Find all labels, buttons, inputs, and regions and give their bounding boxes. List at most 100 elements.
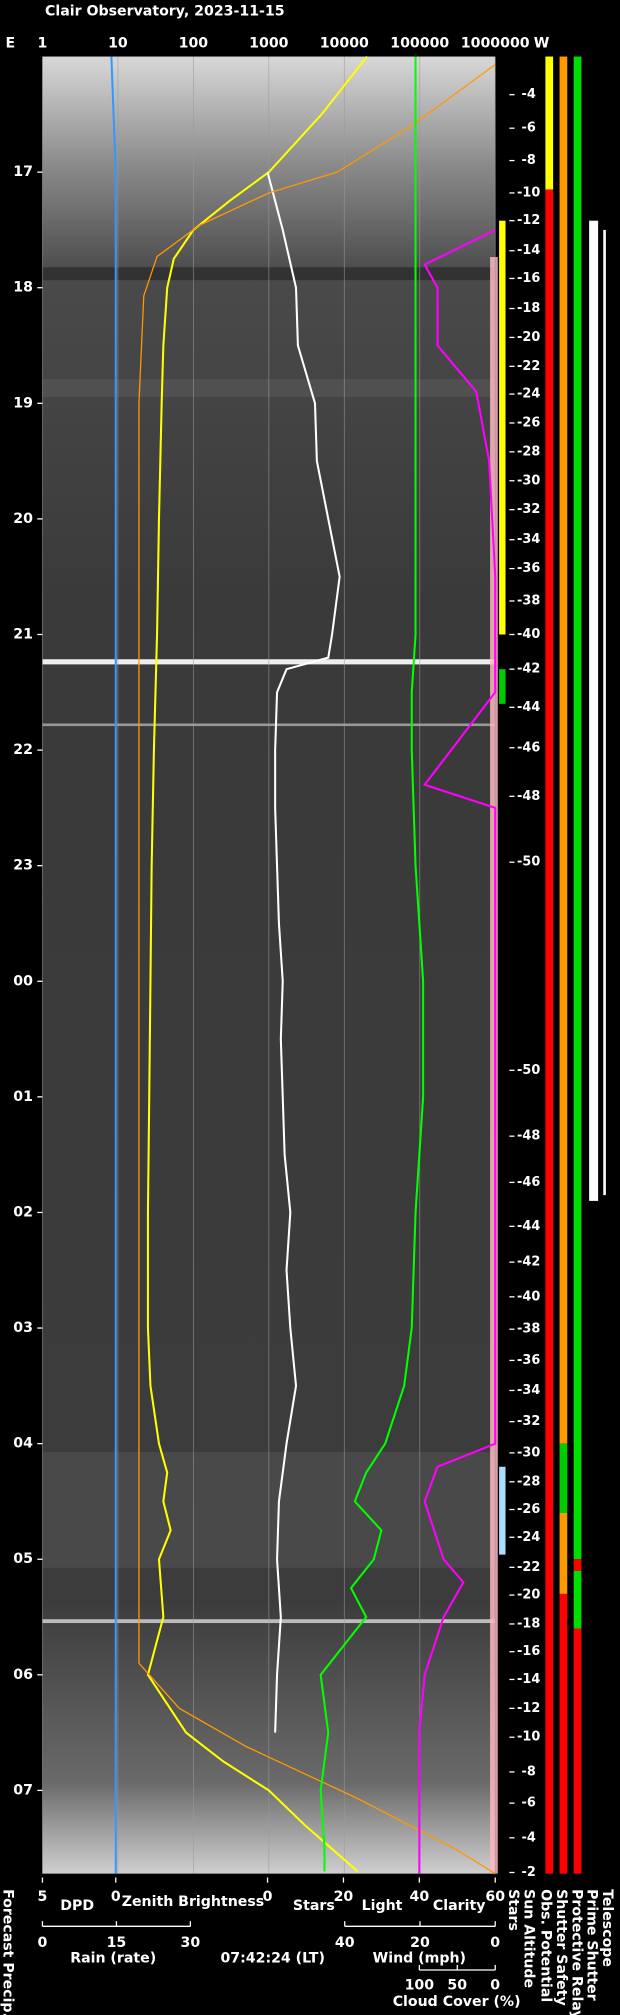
y-tick-label: 19 bbox=[13, 395, 33, 411]
axis-tick-label: 40 bbox=[335, 1935, 355, 1951]
legend-label: DPD bbox=[60, 1898, 94, 1914]
sun-altitude-label: -26 bbox=[517, 415, 540, 430]
x-tick-label: 1000 bbox=[249, 36, 289, 52]
sun-altitude-label: -32 bbox=[517, 1414, 540, 1429]
sun-altitude-label: -38 bbox=[517, 1322, 540, 1337]
sun-altitude-label: -14 bbox=[517, 1672, 540, 1687]
status-segment bbox=[573, 56, 582, 1560]
sun-altitude-label: -28 bbox=[517, 1474, 540, 1489]
y-tick-label: 05 bbox=[13, 1551, 33, 1567]
sun-altitude-label: -16 bbox=[517, 1644, 540, 1659]
timestamp: 07:42:24 (LT) bbox=[220, 1950, 324, 1966]
y-tick-label: 17 bbox=[13, 164, 33, 180]
x-tick-label: 1 bbox=[38, 36, 48, 52]
y-tick-label: 23 bbox=[13, 858, 33, 874]
y-tick-label: 22 bbox=[13, 742, 33, 758]
axis-tick-label: 20 bbox=[334, 1889, 354, 1905]
sun-altitude-label: -6 bbox=[522, 121, 536, 136]
sun-altitude-label: -30 bbox=[517, 473, 540, 488]
sun-altitude-label: -4 bbox=[522, 87, 536, 102]
y-tick-label: 02 bbox=[13, 1204, 33, 1220]
pink-band bbox=[490, 257, 498, 1874]
axis-tick-label: 0 bbox=[490, 1935, 500, 1951]
status-segment bbox=[499, 220, 506, 635]
sun-altitude-label: -30 bbox=[517, 1445, 540, 1460]
legend-label: Clarity bbox=[433, 1898, 486, 1914]
status-segment bbox=[559, 1512, 568, 1594]
series-line bbox=[319, 56, 425, 1872]
axis-tick-label: 15 bbox=[107, 1935, 127, 1951]
legend-label: Stars bbox=[293, 1898, 335, 1914]
axis-label: Rain (rate) bbox=[70, 1950, 156, 1966]
sun-altitude-label: -12 bbox=[517, 213, 540, 228]
axis-tick-label: 40 bbox=[409, 1889, 429, 1905]
status-segment bbox=[573, 1628, 582, 1874]
sun-altitude-label: -2 bbox=[522, 1865, 536, 1880]
status-segment bbox=[559, 56, 568, 1444]
y-tick-label: 06 bbox=[13, 1667, 33, 1683]
status-segment bbox=[573, 1559, 582, 1571]
axis-tick-label: 30 bbox=[181, 1935, 201, 1951]
sun-altitude-label: -40 bbox=[517, 1289, 540, 1304]
status-segment bbox=[545, 189, 554, 1874]
sun-altitude-label: -20 bbox=[517, 330, 540, 345]
east-label: E bbox=[5, 36, 15, 52]
series-line bbox=[110, 56, 117, 1874]
y-tick-label: 00 bbox=[13, 973, 33, 989]
sun-altitude-label: -4 bbox=[522, 1830, 536, 1845]
axis-tick-label: 5 bbox=[38, 1889, 48, 1905]
y-tick-label: 03 bbox=[13, 1320, 33, 1336]
left-label: Forecast Precip. bbox=[0, 1889, 16, 2015]
sun-altitude-label: -48 bbox=[517, 789, 540, 804]
chart-title: Clair Observatory, 2023-11-15 bbox=[45, 4, 285, 20]
axis-tick-label: 60 bbox=[485, 1889, 505, 1905]
sun-altitude-label: -18 bbox=[517, 301, 540, 316]
sun-altitude-label: -10 bbox=[517, 185, 540, 200]
sun-altitude-label: -44 bbox=[517, 1219, 540, 1234]
y-tick-label: 01 bbox=[13, 1089, 33, 1105]
status-segment bbox=[589, 220, 599, 1201]
sun-altitude-label: -8 bbox=[522, 1764, 536, 1779]
sun-altitude-label: -28 bbox=[517, 444, 540, 459]
status-segment bbox=[559, 1593, 568, 1874]
strip-label: Obs. Potential bbox=[537, 1889, 553, 2002]
legend-label: Zenith Brightness bbox=[122, 1894, 264, 1910]
sun-altitude-label: -46 bbox=[517, 740, 540, 755]
sun-altitude-label: -46 bbox=[517, 1175, 540, 1190]
sun-altitude-label: -22 bbox=[517, 1560, 540, 1575]
status-segment bbox=[573, 1570, 582, 1629]
status-segment bbox=[603, 229, 606, 1196]
sun-altitude-label: -22 bbox=[517, 359, 540, 374]
strip-label: Prime Shutter bbox=[584, 1889, 600, 2001]
y-tick-label: 07 bbox=[13, 1782, 33, 1798]
sun-altitude-label: -42 bbox=[517, 662, 540, 677]
status-segment bbox=[499, 1466, 506, 1555]
axis-tick-label: 50 bbox=[447, 1977, 467, 1993]
y-tick-label: 21 bbox=[13, 627, 33, 643]
x-tick-label: 10 bbox=[108, 36, 128, 52]
sun-altitude-label: -32 bbox=[517, 502, 540, 517]
sun-altitude-label: -44 bbox=[517, 700, 540, 715]
sun-altitude-label: -42 bbox=[517, 1255, 540, 1270]
y-tick-label: 18 bbox=[13, 280, 33, 296]
strip-label: Shutter Safety bbox=[553, 1889, 569, 2006]
sun-altitude-label: -24 bbox=[517, 1530, 540, 1545]
axis-tick-label: 0 bbox=[263, 1889, 273, 1905]
sun-altitude-label: -38 bbox=[517, 593, 540, 608]
strip-label: Sun Altitude bbox=[521, 1889, 537, 1988]
strip-label: Telescope bbox=[599, 1889, 615, 1967]
sun-altitude-label: -40 bbox=[517, 627, 540, 642]
strip-label: Stars bbox=[505, 1889, 521, 1931]
strip-label: Protective Relay bbox=[568, 1889, 584, 2015]
sun-altitude-label: -26 bbox=[517, 1502, 540, 1517]
sun-altitude-label: -14 bbox=[517, 243, 540, 258]
sun-altitude-label: -18 bbox=[517, 1616, 540, 1631]
axis-tick-label: 0 bbox=[490, 1977, 500, 1993]
x-tick-label: 10000 bbox=[320, 36, 369, 52]
sun-altitude-label: -16 bbox=[517, 271, 540, 286]
sun-altitude-label: -10 bbox=[517, 1730, 540, 1745]
series-line bbox=[146, 55, 368, 1873]
sun-altitude-label: -6 bbox=[522, 1796, 536, 1811]
